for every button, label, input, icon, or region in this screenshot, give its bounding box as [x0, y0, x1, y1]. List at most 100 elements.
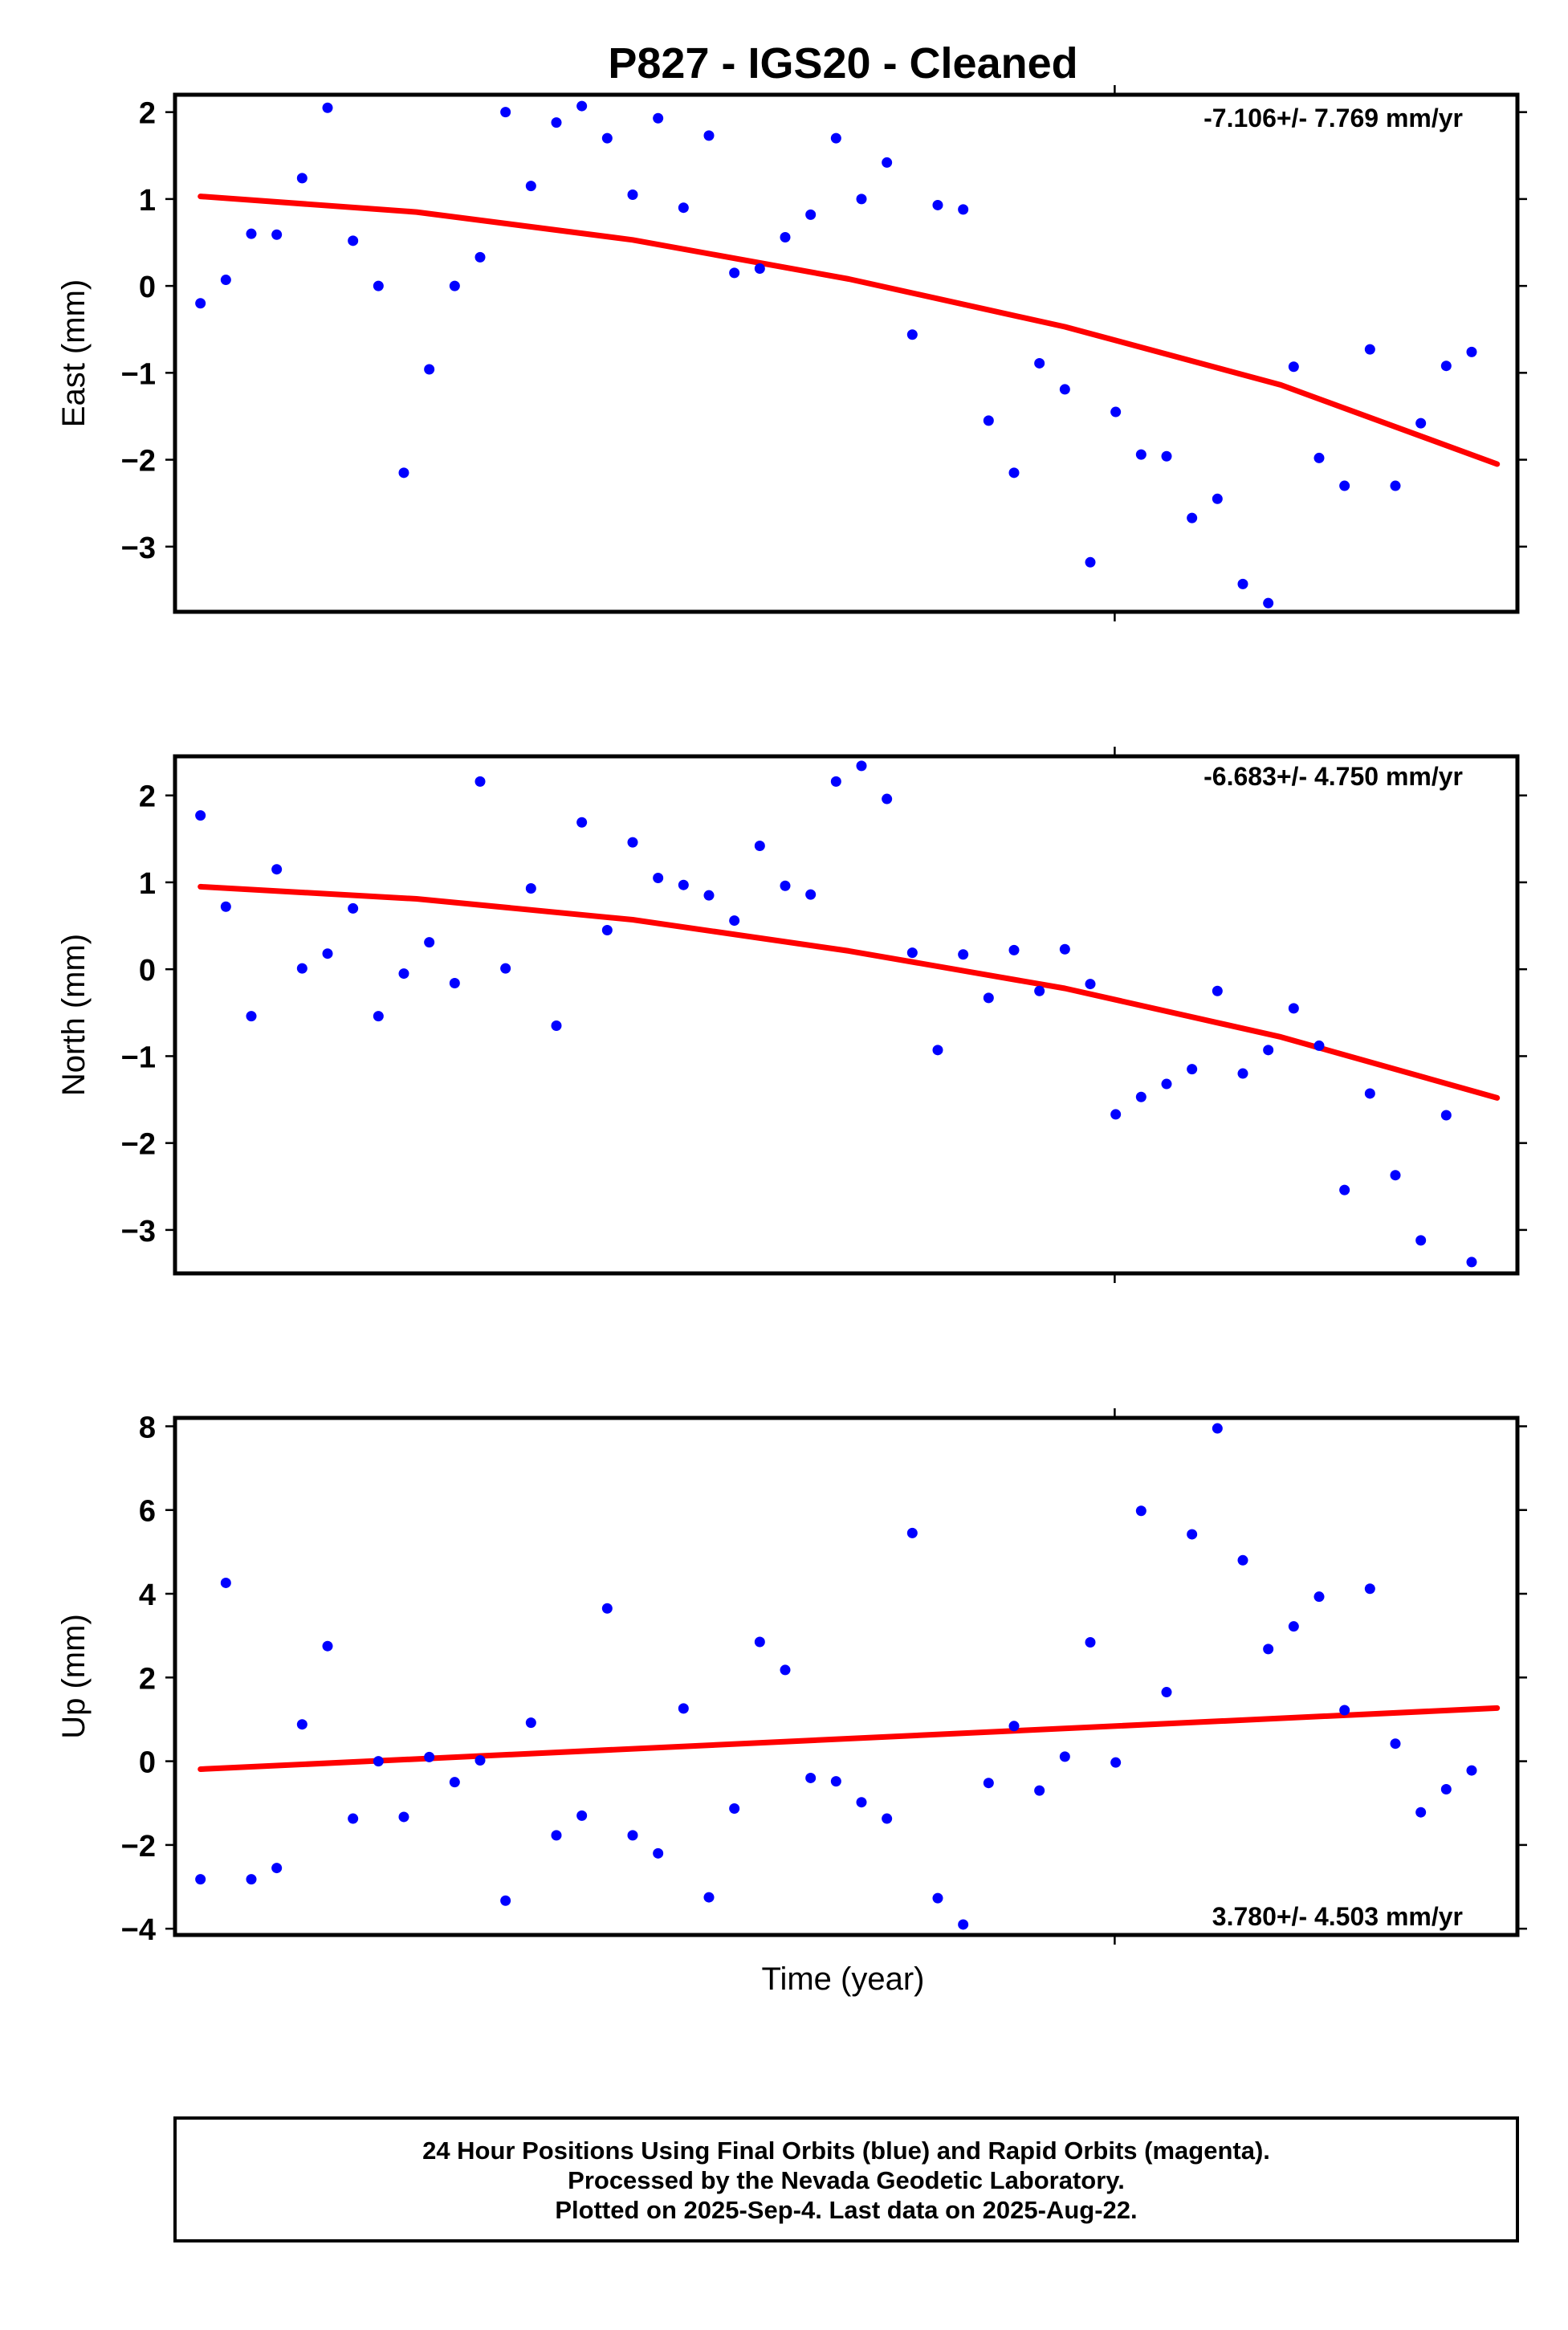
east-data-point — [1187, 512, 1198, 523]
north-data-point — [1034, 985, 1045, 996]
up-ytick-label: 0 — [139, 1746, 156, 1780]
north-data-point — [296, 963, 307, 974]
east-data-point — [348, 235, 359, 246]
up-data-point — [195, 1874, 206, 1885]
north-data-point — [627, 837, 638, 848]
up-data-point — [1008, 1721, 1020, 1732]
up-data-point — [601, 1603, 613, 1614]
up-data-point — [754, 1636, 765, 1648]
footer-line-1: 24 Hour Positions Using Final Orbits (bl… — [422, 2137, 1270, 2165]
up-frame — [173, 1416, 1520, 1937]
east-data-point — [1440, 360, 1452, 372]
up-data-point — [1313, 1591, 1325, 1603]
east-frame — [173, 92, 1520, 614]
up-data-point — [678, 1703, 689, 1714]
north-data-point — [856, 760, 867, 772]
up-data-point — [1466, 1765, 1477, 1776]
up-data-point — [1135, 1505, 1146, 1517]
east-data-point — [958, 204, 969, 215]
up-ytick-label: 6 — [139, 1495, 156, 1529]
north-ytick-label: −2 — [121, 1128, 156, 1162]
north-data-point — [1415, 1235, 1427, 1246]
up-data-point — [246, 1874, 257, 1885]
east-data-point — [1085, 556, 1096, 568]
east-y-axis-label: East (mm) — [56, 279, 92, 427]
east-rate-label: -7.106+/- 7.769 mm/yr — [1203, 104, 1463, 132]
east-data-point — [373, 280, 384, 291]
north-data-point — [983, 992, 994, 1004]
north-data-point — [1288, 1003, 1299, 1014]
up-data-point — [1187, 1529, 1198, 1540]
up-data-point — [906, 1527, 918, 1538]
east-data-point — [296, 173, 307, 184]
east-data-point — [678, 202, 689, 214]
up-panel: 8 6 4 2 0 −2 −4 3.780+/- 4.503 mm/yr Up (mm) — [56, 1408, 1527, 1947]
east-ytick-label: −1 — [121, 357, 156, 391]
east-data-point — [1364, 344, 1375, 355]
east-data-point — [1161, 450, 1172, 462]
up-ytick-label: 8 — [139, 1411, 156, 1444]
up-data-point — [729, 1803, 740, 1815]
north-data-point — [271, 864, 283, 875]
north-data-point — [882, 793, 893, 805]
east-data-point — [449, 280, 460, 291]
east-data-point — [1263, 597, 1274, 609]
north-data-point — [1390, 1170, 1401, 1181]
up-y-axis-label: Up (mm) — [56, 1614, 92, 1739]
north-data-point — [246, 1011, 257, 1022]
east-data-point — [1288, 361, 1299, 373]
up-data-point — [1288, 1621, 1299, 1632]
east-data-point — [195, 298, 206, 309]
footer-frame — [173, 2116, 1519, 2242]
up-data-point — [1364, 1583, 1375, 1595]
up-data-point — [1110, 1757, 1122, 1768]
north-data-point — [1187, 1064, 1198, 1075]
north-data-point — [1085, 979, 1096, 990]
east-data-point — [322, 102, 333, 113]
east-panel: 2 1 0 −1 −2 −3 -7.106+/- 7.769 mm/yr East (mm) — [56, 85, 1527, 621]
east-data-point — [1466, 346, 1477, 357]
north-data-point — [1466, 1257, 1477, 1268]
north-ytick-label: −1 — [121, 1041, 156, 1074]
up-data-point — [958, 1919, 969, 1930]
east-ytick-label: −2 — [121, 445, 156, 479]
east-data-point — [983, 415, 994, 426]
east-data-point — [576, 100, 588, 112]
east-data-point — [1135, 449, 1146, 460]
up-data-point — [1059, 1751, 1070, 1762]
north-panel: 2 1 0 −1 −2 −3 -6.683+/- 4.750 mm/yr North (mm) — [56, 747, 1527, 1283]
up-data-point — [322, 1640, 333, 1652]
east-data-point — [754, 263, 765, 274]
north-data-point — [653, 873, 664, 884]
up-data-point — [576, 1810, 588, 1821]
east-data-point — [1008, 467, 1020, 479]
east-data-point — [601, 132, 613, 144]
east-data-point — [906, 329, 918, 340]
east-ytick-label: 0 — [139, 271, 156, 304]
east-fit-line — [198, 193, 1501, 467]
north-data-point — [348, 902, 359, 914]
east-data-point — [551, 117, 562, 128]
up-data-point — [1440, 1784, 1452, 1795]
north-ytick-label: −3 — [121, 1215, 156, 1249]
north-data-point — [1263, 1045, 1274, 1056]
east-data-point — [703, 130, 715, 141]
north-rate-label: -6.683+/- 4.750 mm/yr — [1203, 762, 1463, 791]
up-data-point — [653, 1847, 664, 1859]
up-fit-line — [198, 1705, 1501, 1772]
footer-box: 24 Hour Positions Using Final Orbits (bl… — [173, 2116, 1519, 2242]
east-data-point — [1415, 418, 1427, 429]
north-data-point — [754, 840, 765, 851]
east-data-point — [882, 157, 893, 168]
up-data-point — [348, 1813, 359, 1824]
up-data-point — [1034, 1785, 1045, 1796]
east-data-point — [780, 232, 791, 243]
east-data-point — [1059, 384, 1070, 395]
up-data-point — [780, 1664, 791, 1676]
up-data-point — [220, 1577, 231, 1588]
north-data-point — [1135, 1091, 1146, 1102]
east-data-point — [1390, 480, 1401, 491]
east-data-point — [525, 181, 536, 192]
east-data-point — [729, 267, 740, 279]
